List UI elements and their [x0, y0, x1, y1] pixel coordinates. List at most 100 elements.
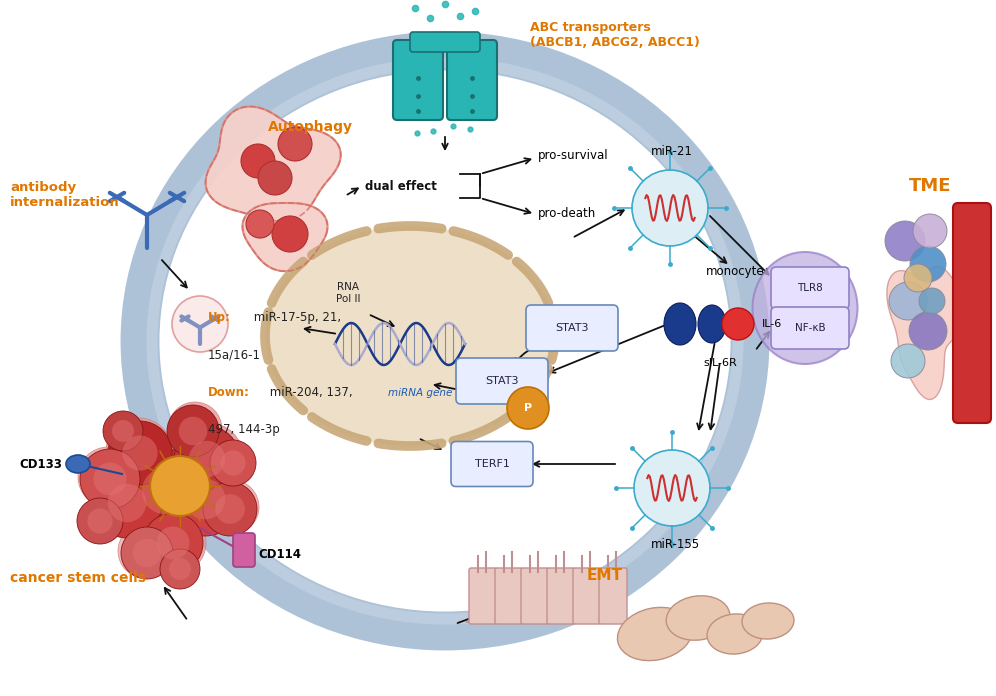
Circle shape	[272, 216, 308, 252]
Text: RNA
Pol II: RNA Pol II	[336, 283, 361, 304]
Text: miRNA gene: miRNA gene	[387, 388, 452, 398]
Circle shape	[108, 484, 146, 522]
FancyBboxPatch shape	[447, 40, 497, 120]
Circle shape	[167, 405, 219, 457]
FancyBboxPatch shape	[526, 305, 618, 351]
Text: Down:: Down:	[208, 386, 250, 399]
Polygon shape	[886, 267, 963, 400]
Circle shape	[184, 479, 225, 519]
Text: antibody
internalization: antibody internalization	[10, 181, 120, 209]
Circle shape	[885, 221, 925, 261]
Circle shape	[103, 411, 143, 451]
Circle shape	[118, 524, 172, 578]
Circle shape	[77, 498, 123, 544]
FancyBboxPatch shape	[771, 267, 849, 309]
Circle shape	[910, 246, 946, 282]
Text: CD114: CD114	[258, 548, 301, 560]
Text: TME: TME	[908, 177, 951, 195]
Circle shape	[168, 462, 242, 536]
Ellipse shape	[742, 603, 794, 639]
Ellipse shape	[707, 614, 763, 654]
Circle shape	[121, 527, 173, 579]
Circle shape	[108, 421, 172, 485]
Circle shape	[160, 549, 200, 589]
Circle shape	[909, 312, 947, 350]
Polygon shape	[242, 203, 328, 271]
Text: IL-6: IL-6	[762, 319, 782, 329]
Text: monocyte: monocyte	[706, 265, 764, 278]
Circle shape	[634, 450, 710, 526]
Circle shape	[507, 387, 549, 429]
Circle shape	[88, 508, 113, 534]
Polygon shape	[205, 106, 341, 221]
Text: 497, 144-3p: 497, 144-3p	[208, 423, 280, 436]
Text: cancer stem cells: cancer stem cells	[10, 571, 146, 585]
FancyBboxPatch shape	[393, 40, 443, 120]
Circle shape	[904, 264, 932, 292]
Text: ABC transporters
(ABCB1, ABCG2, ABCC1): ABC transporters (ABCB1, ABCG2, ABCC1)	[530, 21, 700, 49]
Circle shape	[215, 494, 245, 524]
Circle shape	[112, 420, 134, 442]
Circle shape	[205, 480, 259, 534]
Ellipse shape	[140, 51, 750, 631]
Text: miR-21: miR-21	[651, 145, 693, 158]
Circle shape	[123, 436, 157, 470]
Text: dual effect: dual effect	[365, 180, 437, 193]
Text: TERF1: TERF1	[474, 459, 509, 469]
Text: STAT3: STAT3	[485, 376, 519, 386]
Circle shape	[913, 214, 947, 248]
FancyBboxPatch shape	[573, 568, 601, 624]
Text: Up:: Up:	[208, 311, 231, 324]
Text: pro-death: pro-death	[538, 207, 597, 221]
Circle shape	[150, 456, 210, 516]
Circle shape	[278, 127, 312, 161]
Ellipse shape	[618, 608, 692, 661]
FancyBboxPatch shape	[599, 568, 627, 624]
Circle shape	[106, 418, 172, 484]
Text: miR-17-5p, 21,: miR-17-5p, 21,	[250, 311, 341, 324]
Circle shape	[178, 417, 207, 445]
Text: Autophagy: Autophagy	[268, 120, 353, 134]
Text: P: P	[524, 403, 532, 413]
Circle shape	[189, 441, 225, 477]
Text: pro-survival: pro-survival	[538, 150, 609, 162]
FancyBboxPatch shape	[771, 307, 849, 349]
Circle shape	[80, 449, 140, 509]
Ellipse shape	[664, 303, 696, 345]
Text: miR-155: miR-155	[650, 538, 699, 551]
FancyBboxPatch shape	[233, 533, 255, 567]
Ellipse shape	[666, 596, 730, 640]
FancyBboxPatch shape	[521, 568, 549, 624]
Circle shape	[132, 539, 161, 567]
Ellipse shape	[265, 226, 555, 446]
FancyBboxPatch shape	[953, 203, 991, 423]
Circle shape	[210, 440, 256, 486]
FancyBboxPatch shape	[547, 568, 575, 624]
Circle shape	[78, 447, 138, 507]
Circle shape	[203, 482, 257, 536]
Ellipse shape	[66, 455, 90, 473]
FancyBboxPatch shape	[451, 441, 533, 487]
Circle shape	[172, 296, 228, 352]
Text: STAT3: STAT3	[555, 323, 589, 333]
Text: TLR8: TLR8	[797, 283, 823, 293]
Circle shape	[141, 468, 188, 514]
Circle shape	[220, 450, 246, 475]
Ellipse shape	[698, 305, 726, 343]
Circle shape	[144, 512, 206, 574]
Text: 15a/16-1: 15a/16-1	[208, 349, 261, 362]
Circle shape	[632, 170, 708, 246]
FancyBboxPatch shape	[469, 568, 497, 624]
FancyBboxPatch shape	[495, 568, 523, 624]
FancyBboxPatch shape	[410, 32, 480, 52]
Text: EMT: EMT	[587, 568, 623, 583]
Ellipse shape	[753, 252, 858, 364]
Text: sIL-6R: sIL-6R	[703, 358, 737, 368]
Circle shape	[169, 558, 191, 580]
FancyBboxPatch shape	[456, 358, 548, 404]
Circle shape	[123, 449, 207, 533]
Circle shape	[241, 144, 275, 178]
Text: CD133: CD133	[19, 457, 62, 470]
Circle shape	[156, 526, 189, 560]
Circle shape	[90, 466, 160, 536]
